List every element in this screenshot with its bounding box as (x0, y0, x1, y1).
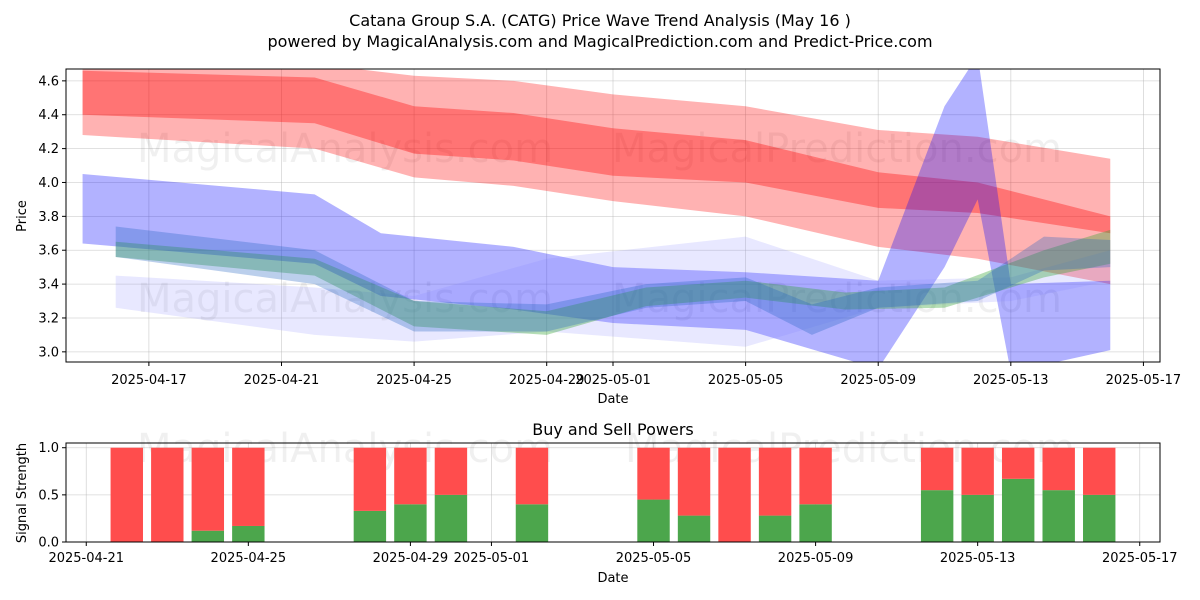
buy-bar (434, 494, 468, 542)
buy-bar (799, 504, 832, 542)
band-steelblue-band (115, 226, 1111, 335)
price-x-tick-label: 2025-04-25 (376, 373, 452, 388)
sell-bar (434, 447, 468, 495)
price-x-tick-label: 2025-05-17 (1106, 373, 1182, 388)
buy-bar (1042, 490, 1075, 542)
signal-x-tick-label: 2025-04-29 (373, 551, 449, 566)
price-panel: MagicalAnalysis.com MagicalPrediction.co… (15, 68, 1181, 407)
price-x-tick-label: 2025-05-13 (973, 373, 1049, 388)
signal-bars (110, 447, 1116, 542)
price-wave-bands (82, 69, 1111, 362)
sell-bar (353, 447, 387, 511)
signal-x-tick-label: 2025-05-01 (454, 551, 530, 566)
watermark-magical-prediction-2: MagicalPrediction.com (612, 276, 1062, 322)
sell-bar (110, 447, 143, 542)
band-red-outer-band (82, 69, 1111, 285)
sell-bar (718, 447, 751, 542)
signal-panel-title: Buy and Sell Powers (532, 420, 694, 439)
sell-bar (232, 447, 265, 526)
signal-y-ticks: 0.0 0.5 1.0 (38, 441, 66, 551)
price-y-tick-label: 4.2 (38, 142, 59, 157)
price-x-tick-label: 2025-04-29 (509, 373, 585, 388)
price-gridlines (66, 69, 1160, 362)
price-x-ticks: 2025-04-17 2025-04-21 2025-04-25 2025-04-29… (111, 362, 1181, 388)
signal-x-tick-label: 2025-05-13 (940, 551, 1016, 566)
price-y-tick-label: 4.4 (38, 108, 59, 123)
sell-bar (799, 447, 832, 505)
price-y-tick-label: 4.0 (38, 176, 59, 191)
watermark-magical-prediction: MagicalPrediction.com (612, 126, 1062, 172)
signal-y-tick-label: 0.0 (38, 536, 59, 551)
sell-bar (1001, 447, 1035, 479)
sell-bar (637, 447, 670, 500)
sell-bar (1083, 447, 1116, 495)
buy-bar (920, 490, 954, 542)
band-blue-outer-band (82, 69, 1111, 362)
buy-bar (515, 504, 549, 542)
price-y-ticks: 3.0 3.2 3.4 3.6 3.8 4.0 4.2 4.4 4.6 (38, 74, 66, 360)
signal-panel: Buy and Sell Powers MagicalAnalysis.com … (15, 420, 1178, 586)
chart-subtitle: powered by MagicalAnalysis.com and Magic… (267, 32, 932, 51)
price-x-tick-label: 2025-05-01 (575, 373, 651, 388)
price-y-tick-label: 3.0 (38, 345, 59, 360)
price-y-tick-label: 3.6 (38, 244, 59, 259)
band-red-inner-band (82, 70, 1111, 234)
buy-bar (232, 525, 265, 542)
price-y-tick-label: 3.8 (38, 210, 59, 225)
price-y-tick-label: 4.6 (38, 74, 59, 89)
sell-bar (961, 447, 994, 495)
price-y-axis-label: Price (15, 200, 30, 232)
sell-bar (191, 447, 225, 531)
buy-bar (1083, 494, 1116, 542)
band-lavender-band (115, 236, 1111, 347)
sell-bar (1042, 447, 1075, 491)
signal-x-ticks: 2025-04-21 2025-04-25 2025-04-29 2025-05-01… (48, 542, 1178, 566)
price-y-tick-label: 3.4 (38, 278, 59, 293)
sell-bar (151, 447, 184, 542)
buy-bar (637, 499, 670, 542)
chart-title: Catana Group S.A. (CATG) Price Wave Tren… (349, 11, 851, 30)
buy-bar (758, 515, 792, 542)
watermark-magical-analysis: MagicalAnalysis.com (137, 126, 553, 172)
signal-x-tick-label: 2025-05-05 (616, 551, 692, 566)
buy-bar (1001, 478, 1035, 542)
signal-x-tick-label: 2025-04-21 (48, 551, 124, 566)
price-x-tick-label: 2025-05-05 (708, 373, 784, 388)
signal-x-tick-label: 2025-05-17 (1102, 551, 1178, 566)
buy-bar (191, 530, 225, 542)
price-x-tick-label: 2025-04-21 (244, 373, 320, 388)
sell-bar (758, 447, 792, 516)
sell-bar (394, 447, 427, 505)
signal-y-tick-label: 1.0 (38, 441, 59, 456)
buy-bar (961, 494, 994, 542)
price-x-axis-label: Date (597, 392, 628, 407)
signal-x-tick-label: 2025-04-25 (211, 551, 287, 566)
buy-bar (353, 510, 387, 542)
price-x-tick-label: 2025-04-17 (111, 373, 187, 388)
buy-bar (394, 504, 427, 542)
signal-y-axis-label: Signal Strength (15, 443, 30, 543)
signal-y-tick-label: 0.5 (38, 488, 59, 503)
signal-plot-frame (65, 442, 1161, 543)
buy-bar (677, 515, 711, 542)
sell-bar (677, 447, 711, 516)
sell-bar (515, 447, 549, 505)
price-y-tick-label: 3.2 (38, 311, 59, 326)
signal-x-tick-label: 2025-05-09 (778, 551, 854, 566)
sell-bar (920, 447, 954, 491)
watermark-magical-analysis-2: MagicalAnalysis.com (137, 276, 553, 322)
signal-x-axis-label: Date (597, 571, 628, 586)
band-green-band (115, 229, 1111, 335)
price-x-tick-label: 2025-05-09 (840, 373, 916, 388)
